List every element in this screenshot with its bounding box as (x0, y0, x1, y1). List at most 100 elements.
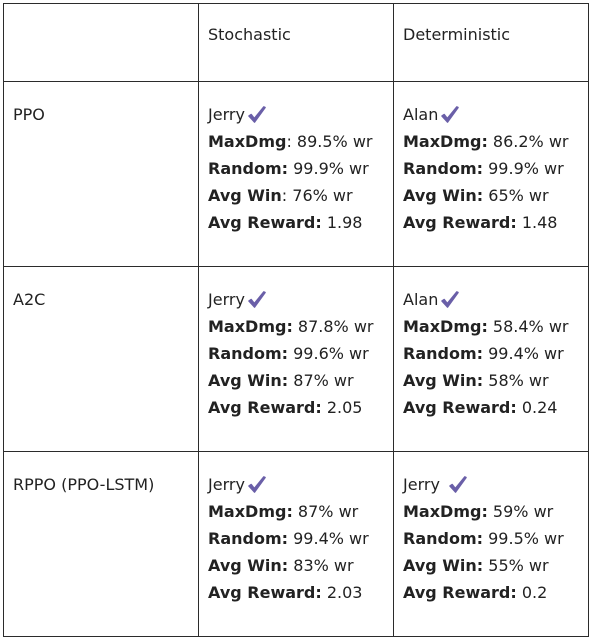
avg-reward-stat-label: Avg Reward: (208, 583, 322, 602)
avg-reward-stat-value: 2.03 (321, 583, 363, 602)
avg-reward-stat: Avg Reward: 0.2 (403, 579, 588, 606)
deterministic-result-cell: Alan MaxDmg: 86.2% wr Random: 99.9% wr Avg … (393, 81, 589, 267)
deterministic-result-cell: Jerry MaxDmg: 59% wr Random: 99.5% wr Avg W… (393, 451, 589, 637)
avg-win-stat-label: Avg Win: (403, 186, 484, 205)
avg-win-stat-label: Avg Win (208, 186, 282, 205)
avg-reward-stat-value: 1.48 (516, 213, 558, 232)
header-label-stochastic: Stochastic (208, 25, 291, 44)
avg-reward-stat: Avg Reward: 2.03 (208, 579, 393, 606)
maxdmg-stat-separator: : (286, 132, 292, 151)
winner-line: Jerry (403, 471, 588, 498)
algorithm-cell: RPPO (PPO-LSTM) (3, 451, 199, 637)
winner-name: Alan (403, 105, 439, 124)
deterministic-result-cell: Alan MaxDmg: 58.4% wr Random: 99.4% wr Avg … (393, 266, 589, 452)
maxdmg-stat: MaxDmg: 86.2% wr (403, 128, 588, 155)
winner-line: Alan (403, 101, 588, 128)
winner-name: Jerry (208, 475, 245, 494)
maxdmg-stat: MaxDmg: 89.5% wr (208, 128, 393, 155)
avg-reward-stat-label: Avg Reward: (403, 583, 517, 602)
random-stat-value: 99.9% wr (483, 159, 564, 178)
stochastic-result-cell: Jerry MaxDmg: 89.5% wr Random: 99.9% wr Avg… (198, 81, 394, 267)
avg-reward-stat-value: 2.05 (321, 398, 363, 417)
header-label-empty (4, 4, 198, 21)
maxdmg-stat: MaxDmg: 59% wr (403, 498, 588, 525)
winner-name: Jerry (208, 290, 245, 309)
algorithm-name: RPPO (PPO-LSTM) (13, 475, 155, 494)
avg-reward-stat-value: 0.24 (516, 398, 558, 417)
random-stat: Random: 99.9% wr (208, 155, 393, 182)
avg-win-stat-value: 58% wr (483, 371, 549, 390)
maxdmg-stat-value: 59% wr (487, 502, 554, 521)
stochastic-result-cell: Jerry MaxDmg: 87.8% wr Random: 99.6% wr Avg… (198, 266, 394, 452)
winner-line: Jerry (208, 471, 393, 498)
random-stat-value: 99.4% wr (483, 344, 564, 363)
avg-win-stat-label: Avg Win: (208, 556, 289, 575)
maxdmg-stat-value: 58.4% wr (487, 317, 569, 336)
avg-win-stat: Avg Win: 83% wr (208, 552, 393, 579)
avg-win-stat: Avg Win: 65% wr (403, 182, 588, 209)
winner-name: Jerry (208, 105, 245, 124)
avg-win-stat: Avg Win: 58% wr (403, 367, 588, 394)
avg-win-stat: Avg Win: 55% wr (403, 552, 588, 579)
avg-reward-stat-value: 0.2 (516, 583, 548, 602)
avg-reward-stat: Avg Reward: 2.05 (208, 394, 393, 421)
header-row: Stochastic Deterministic (3, 3, 589, 82)
random-stat-label: Random: (403, 159, 484, 178)
maxdmg-stat-value: 87% wr (292, 502, 359, 521)
avg-reward-stat-value: 1.98 (321, 213, 363, 232)
random-stat: Random: 99.4% wr (208, 525, 393, 552)
random-stat-label: Random: (208, 159, 289, 178)
checkmark-icon (449, 475, 467, 493)
random-stat: Random: 99.9% wr (403, 155, 588, 182)
avg-win-stat-value: 65% wr (483, 186, 549, 205)
algorithm-cell: PPO (3, 81, 199, 267)
header-cell-stochastic: Stochastic (198, 3, 394, 82)
maxdmg-stat-label: MaxDmg: (208, 317, 293, 336)
avg-win-stat-value: 76% wr (287, 186, 353, 205)
random-stat: Random: 99.6% wr (208, 340, 393, 367)
avg-reward-stat-label: Avg Reward: (208, 213, 322, 232)
checkmark-icon (248, 475, 266, 493)
avg-win-stat-separator: : (281, 186, 288, 205)
maxdmg-stat-label: MaxDmg: (403, 317, 488, 336)
checkmark-icon (441, 290, 460, 308)
checkmark-icon (441, 105, 460, 123)
winner-line: Jerry (208, 286, 393, 313)
avg-win-stat-value: 83% wr (288, 556, 354, 575)
table-row: A2C Jerry MaxDmg: 87.8% wr Random: 99.6% wr… (3, 266, 589, 452)
avg-win-stat-value: 87% wr (288, 371, 354, 390)
results-table: Stochastic Deterministic PPO Jerry MaxDmg:… (3, 3, 589, 637)
maxdmg-stat: MaxDmg: 87.8% wr (208, 313, 393, 340)
maxdmg-stat-value: 86.2% wr (487, 132, 569, 151)
random-stat: Random: 99.5% wr (403, 525, 588, 552)
random-stat-label: Random: (403, 529, 484, 548)
avg-win-stat-label: Avg Win: (403, 371, 484, 390)
header-label-deterministic: Deterministic (403, 25, 511, 44)
checkmark-icon (248, 290, 266, 308)
winner-name: Alan (403, 290, 439, 309)
winner-line: Jerry (208, 101, 393, 128)
random-stat-value: 99.6% wr (288, 344, 369, 363)
avg-reward-stat-label: Avg Reward: (403, 213, 517, 232)
winner-name: Jerry (403, 475, 440, 494)
random-stat-label: Random: (208, 344, 289, 363)
maxdmg-stat-value: 89.5% wr (291, 132, 373, 151)
algorithm-name: A2C (13, 290, 46, 309)
avg-reward-stat-label: Avg Reward: (208, 398, 322, 417)
maxdmg-stat: MaxDmg: 58.4% wr (403, 313, 588, 340)
algorithm-name: PPO (13, 105, 45, 124)
avg-win-stat-label: Avg Win: (208, 371, 289, 390)
checkmark-icon (248, 105, 266, 123)
avg-reward-stat: Avg Reward: 1.98 (208, 209, 393, 236)
random-stat-value: 99.4% wr (288, 529, 369, 548)
avg-win-stat: Avg Win: 76% wr (208, 182, 393, 209)
random-stat: Random: 99.4% wr (403, 340, 588, 367)
random-stat-value: 99.9% wr (288, 159, 369, 178)
stochastic-result-cell: Jerry MaxDmg: 87% wr Random: 99.4% wr Avg W… (198, 451, 394, 637)
algorithm-cell: A2C (3, 266, 199, 452)
maxdmg-stat-label: MaxDmg: (403, 132, 488, 151)
random-stat-value: 99.5% wr (483, 529, 564, 548)
maxdmg-stat-label: MaxDmg (208, 132, 287, 151)
header-cell-empty (3, 3, 199, 82)
maxdmg-stat-value: 87.8% wr (292, 317, 374, 336)
